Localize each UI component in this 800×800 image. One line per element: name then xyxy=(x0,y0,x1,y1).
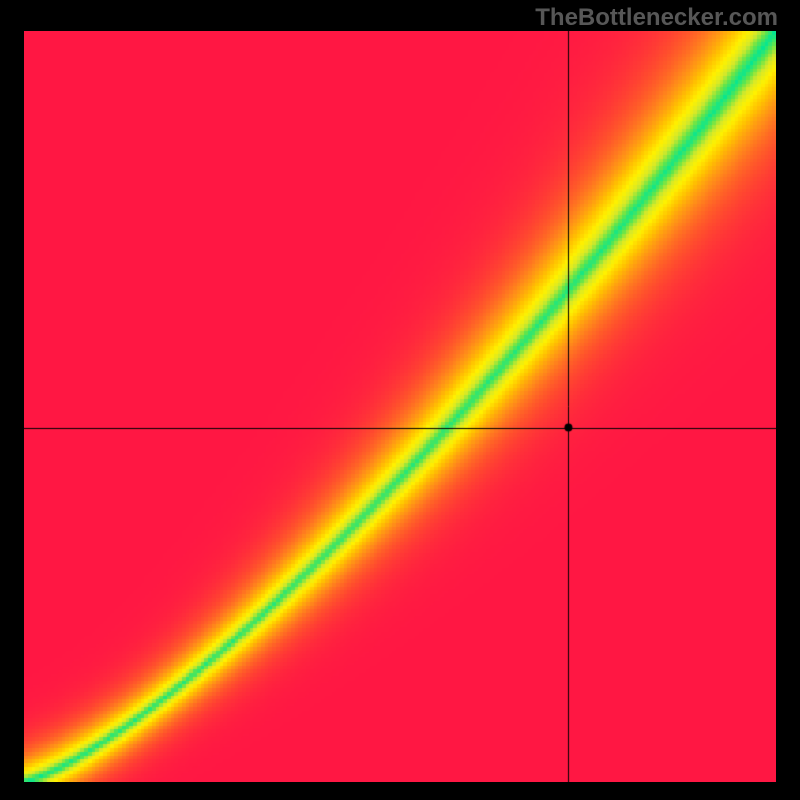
watermark-text: TheBottlenecker.com xyxy=(535,4,778,32)
bottleneck-heatmap xyxy=(24,31,776,782)
figure-frame: TheBottlenecker.com xyxy=(0,0,800,800)
